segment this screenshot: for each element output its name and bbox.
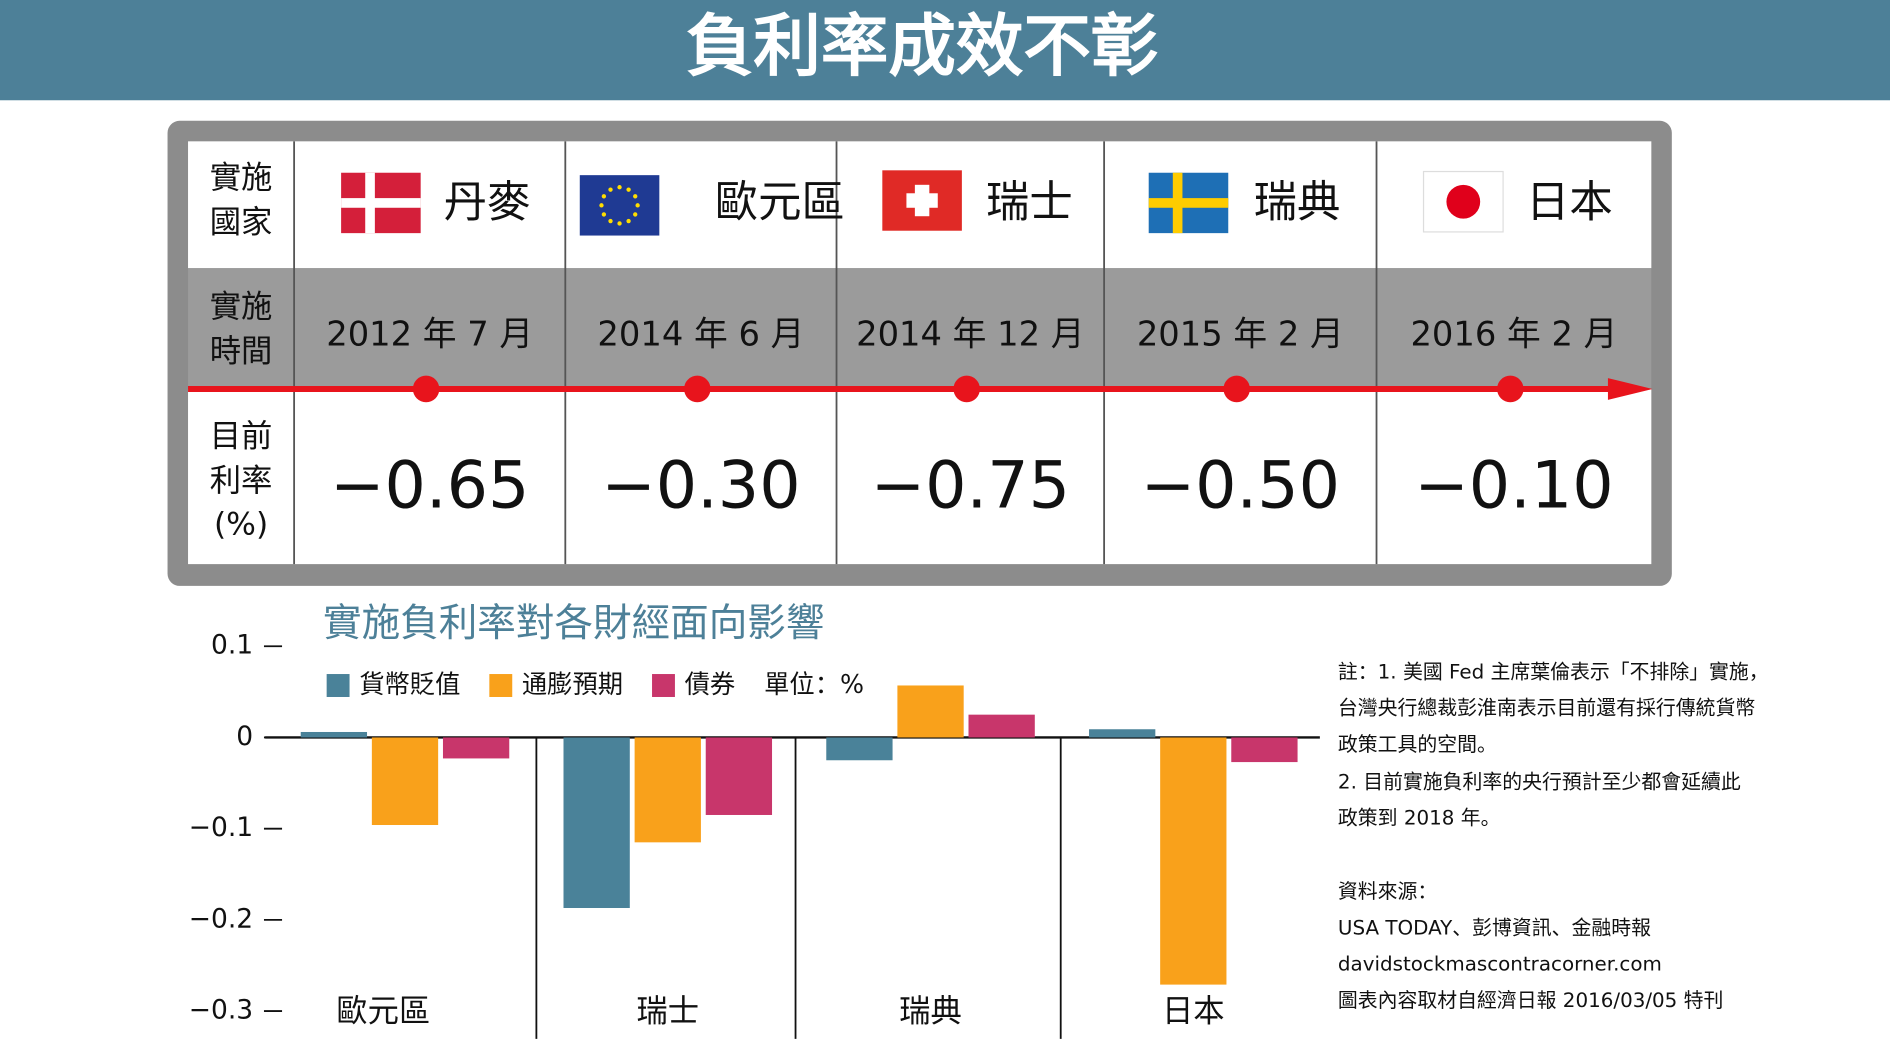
bar (1089, 729, 1156, 738)
flag-denmark (341, 172, 421, 234)
source-line: davidstockmascontracorner.com (1338, 953, 1662, 976)
bar (371, 737, 439, 826)
timeline-dot (1497, 375, 1524, 403)
bar (968, 714, 1035, 738)
bar (897, 685, 964, 738)
start-date: 2014 年 6 月 (597, 314, 804, 353)
row-header: 時間 (210, 334, 273, 370)
timeline-arrow (1607, 378, 1653, 400)
country: 歐元區 (715, 178, 845, 228)
rate: −0.75 (871, 448, 1070, 523)
y-tick-label: 0.1 (211, 630, 253, 661)
flag-sweden (1148, 172, 1229, 234)
legend-label: 貨幣貶值 (359, 669, 460, 699)
timeline-dot (684, 375, 711, 403)
legend-swatch (326, 674, 350, 697)
flag-eu (579, 175, 660, 236)
timeline-dot (412, 375, 440, 403)
rate: −0.50 (1141, 448, 1340, 523)
country: 瑞士 (986, 178, 1073, 228)
bar (1231, 737, 1298, 763)
rate: −0.30 (601, 448, 800, 523)
x-tick-label: 瑞典 (899, 993, 962, 1029)
legend-swatch (489, 674, 513, 697)
flag-switzerland (882, 170, 962, 231)
x-tick-label: 歐元區 (336, 993, 430, 1029)
row-rate (188, 388, 1652, 565)
bar (300, 731, 368, 738)
x-tick-label: 日本 (1162, 993, 1225, 1029)
legend-label: 債券 (685, 669, 736, 699)
source-line: USA TODAY、彭博資訊、金融時報 (1338, 916, 1651, 939)
unit-label: 單位：% (764, 669, 864, 699)
bar (634, 737, 701, 843)
y-tick-label: 0 (236, 721, 253, 752)
timeline-dot (1223, 375, 1250, 403)
source-line: 圖表內容取材自經濟日報 2016/03/05 特刊 (1338, 989, 1723, 1012)
row-header: 實施 (210, 289, 273, 325)
timeline-dot (953, 375, 980, 403)
y-tick-label: −0.1 (189, 812, 253, 843)
y-tick-label: −0.2 (189, 903, 253, 934)
table-dividers (293, 141, 1378, 565)
rate: −0.65 (330, 448, 529, 523)
flag-japan (1422, 170, 1504, 233)
row-header: 利率 (210, 463, 273, 499)
bar (826, 737, 893, 761)
row-header: 實施 (210, 160, 273, 196)
row-header: 國家 (210, 204, 273, 240)
row-date (188, 268, 1652, 389)
country: 日本 (1526, 178, 1613, 228)
start-date: 2014 年 12 月 (856, 314, 1084, 353)
page-title: 負利率成效不彰 (686, 6, 1158, 85)
source-line: 資料來源： (1338, 880, 1437, 903)
header-band (0, 0, 1890, 101)
note-line: 政策工具的空間。 (1338, 733, 1497, 756)
legend-label: 通膨預期 (522, 669, 623, 699)
x-tick-label: 瑞士 (636, 993, 699, 1029)
bar (1160, 737, 1227, 985)
legend-swatch (652, 674, 675, 697)
country: 丹麥 (444, 178, 531, 228)
row-header: (%) (214, 506, 268, 542)
bar (563, 737, 630, 909)
bar (442, 737, 510, 759)
chart-title: 實施負利率對各財經面向影響 (323, 601, 824, 646)
note-line: 2. 目前實施負利率的央行預計至少都會延續此 (1338, 770, 1741, 793)
start-date: 2016 年 2 月 (1410, 314, 1617, 353)
note-line: 台灣央行總裁彭淮南表示目前還有採行傳統貨幣 (1338, 697, 1755, 720)
note-line: 政策到 2018 年。 (1338, 806, 1501, 829)
start-date: 2015 年 2 月 (1137, 314, 1344, 353)
y-tick-label: −0.3 (189, 995, 253, 1026)
country: 瑞典 (1254, 178, 1341, 228)
start-date: 2012 年 7 月 (326, 314, 533, 353)
rate: −0.10 (1414, 448, 1613, 523)
bar (705, 737, 773, 815)
note-line: 註：1. 美國 Fed 主席葉倫表示「不排除」實施， (1338, 660, 1769, 683)
row-header: 目前 (210, 418, 273, 454)
